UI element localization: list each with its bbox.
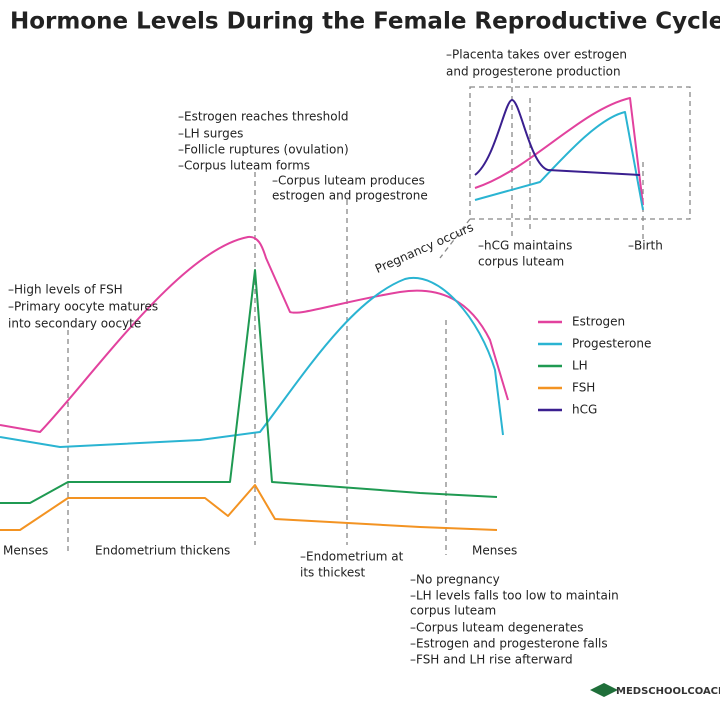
legend: Estrogen Progesterone LH FSH hCG [538, 315, 651, 417]
legend-label: hCG [572, 403, 597, 417]
estrogen-curve [0, 235, 509, 433]
phases: Menses Endometrium thickens –Endometrium… [3, 544, 517, 580]
annotation: –LH levels falls too low to maintain [410, 589, 619, 603]
annotation: into secondary oocyte [8, 317, 141, 331]
annotation: Pregnancy occurs [373, 220, 476, 276]
phase-label: Menses [472, 544, 517, 558]
legend-label: LH [572, 359, 588, 373]
annotation: –Birth [628, 239, 663, 253]
fsh-curve [0, 484, 498, 531]
annotation: –Placenta takes over estrogen [446, 48, 627, 62]
legend-label: Estrogen [572, 315, 625, 329]
annotation: –LH surges [178, 127, 243, 141]
logo: MEDSCHOOLCOACH [590, 683, 720, 697]
inset-box [469, 86, 691, 220]
annotation: estrogen and progestrone [272, 189, 428, 203]
annotation: –No pregnancy [410, 573, 500, 587]
legend-label: FSH [572, 381, 595, 395]
annotation: –High levels of FSH [8, 283, 123, 297]
annotation: –Primary oocyte matures [8, 300, 158, 314]
phase-label: its thickest [300, 566, 366, 580]
legend-label: Progesterone [572, 337, 651, 351]
logo-icon [590, 683, 618, 697]
annotation: –Corpus luteam degenerates [410, 621, 583, 635]
phase-label: Menses [3, 544, 48, 558]
annotation: –Follicle ruptures (ovulation) [178, 143, 349, 157]
annotation: and progesterone production [446, 65, 621, 79]
annotation: –FSH and LH rise afterward [410, 653, 573, 667]
logo-text: MEDSCHOOLCOACH [616, 686, 720, 697]
inset-hcg-curve [474, 99, 641, 176]
inset-progesterone-curve [474, 111, 644, 211]
phase-label: Endometrium thickens [95, 544, 230, 558]
annotation: –Corpus luteam forms [178, 159, 310, 173]
annotation: –Corpus luteam produces [272, 174, 425, 188]
annotation: –Estrogen and progesterone falls [410, 637, 608, 651]
annotation: –hCG maintains [478, 239, 572, 253]
annotation: –Estrogen reaches threshold [178, 110, 349, 124]
title: Hormone Levels During the Female Reprodu… [10, 9, 720, 35]
annotation: corpus luteam [410, 604, 496, 618]
lh-curve [0, 269, 498, 504]
phase-label: –Endometrium at [300, 550, 404, 564]
inset-estrogen-curve [474, 97, 644, 206]
progesterone-curve [0, 276, 504, 448]
annotation: corpus luteam [478, 255, 564, 269]
annotations: –Placenta takes over estrogen and proges… [8, 48, 663, 667]
